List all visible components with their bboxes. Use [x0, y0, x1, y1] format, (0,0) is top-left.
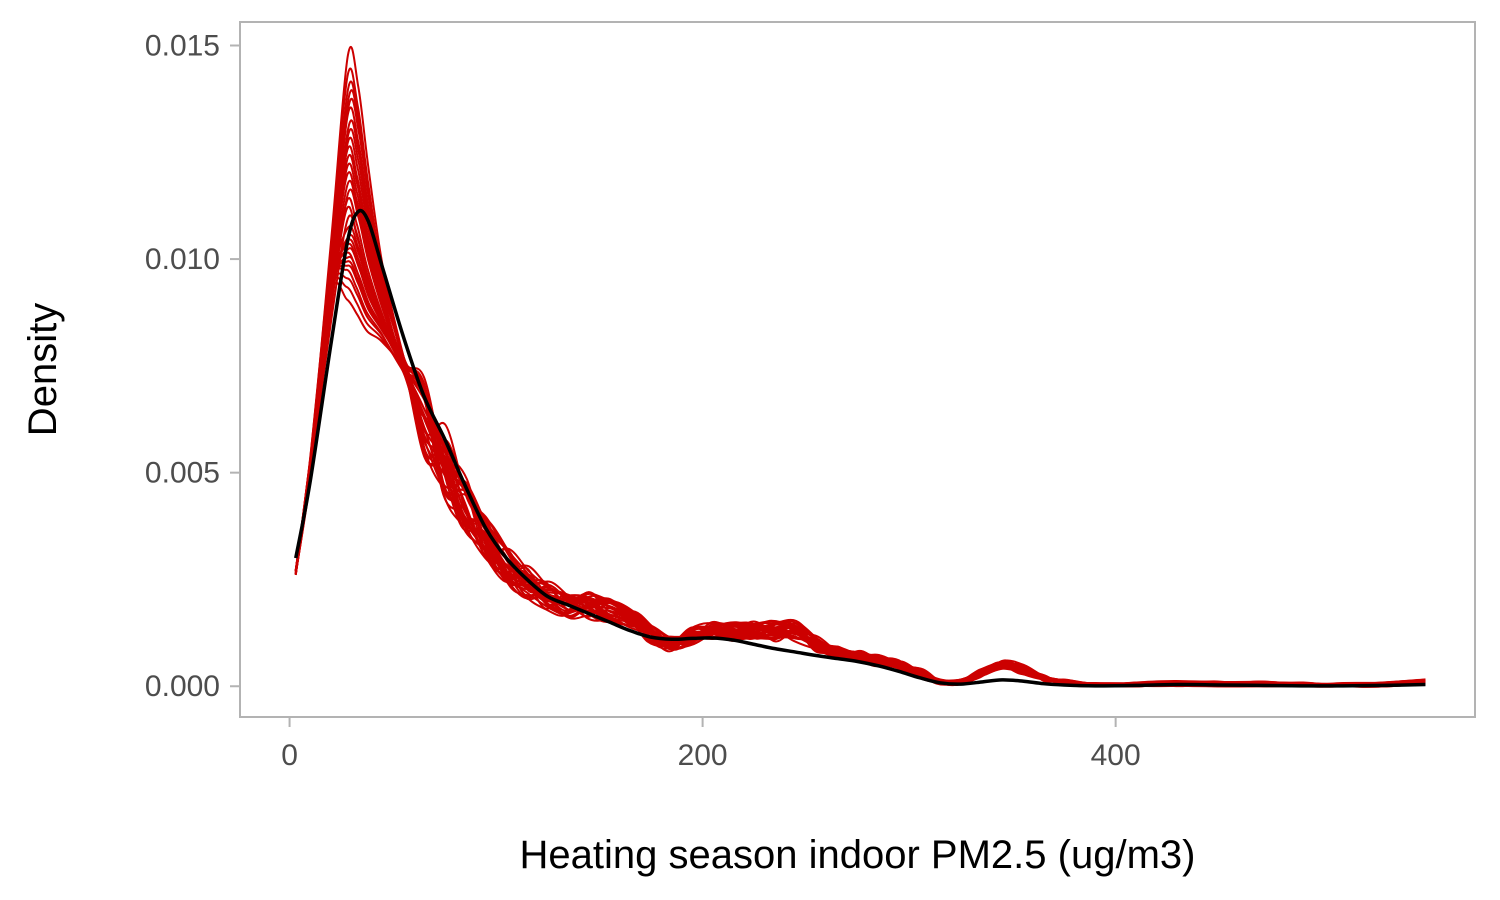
x-axis: 0 200 400: [281, 717, 1141, 772]
y-tick-label: 0.010: [145, 243, 220, 276]
y-tick-label: 0.005: [145, 457, 220, 490]
panel-border: [239, 21, 1476, 718]
x-tick-label: 200: [678, 739, 728, 772]
y-axis: 0.000 0.005 0.010 0.015: [145, 29, 240, 703]
x-axis-title: Heating season indoor PM2.5 (ug/m3): [520, 833, 1196, 877]
observed-density-curve: [294, 208, 1426, 688]
observed-density-curve-group: [294, 208, 1426, 688]
x-tick-label: 0: [281, 739, 298, 772]
y-axis-title: Density: [21, 303, 65, 436]
replicate-density-curve-31: [294, 281, 1426, 688]
y-tick-label: 0.000: [145, 670, 220, 703]
y-tick-label: 0.015: [145, 29, 220, 62]
x-tick-label: 400: [1091, 739, 1141, 772]
